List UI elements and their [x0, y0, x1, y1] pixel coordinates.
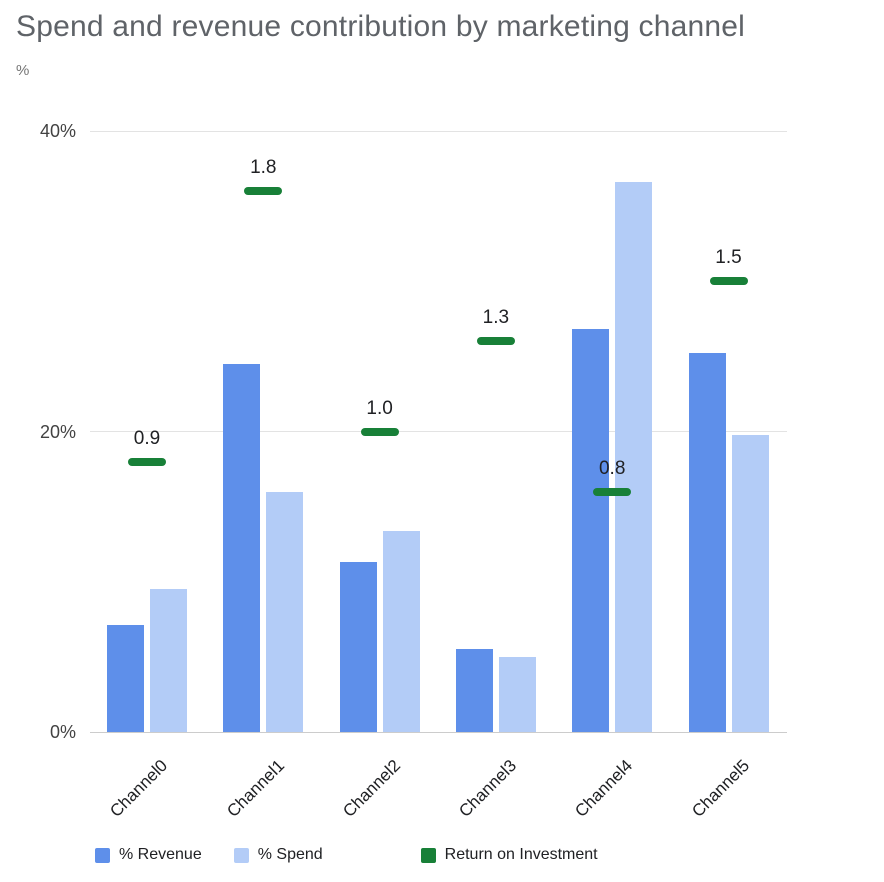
roi-marker-channel2[interactable]	[360, 427, 399, 436]
bar-spend-channel2[interactable]	[382, 530, 420, 732]
roi-marker-channel0[interactable]	[128, 457, 166, 466]
legend: % Revenue % Spend Return on Investment	[95, 846, 598, 864]
roi-marker-channel3[interactable]	[476, 337, 515, 346]
legend-swatch	[420, 847, 436, 863]
legend-item-2[interactable]: Return on Investment	[420, 846, 598, 864]
gridline-40%	[90, 130, 787, 132]
legend-item-0[interactable]: % Revenue	[95, 846, 202, 864]
x-axis-label-channel0: Channel0	[106, 755, 172, 821]
y-axis-unit-label: %	[16, 62, 30, 79]
bar-spend-channel1[interactable]	[266, 491, 304, 732]
bar-revenue-channel3[interactable]	[455, 649, 493, 732]
x-axis-label-channel2: Channel2	[339, 755, 404, 821]
legend-label: Return on Investment	[444, 846, 598, 863]
bar-revenue-channel4[interactable]	[572, 329, 610, 732]
legend-swatch	[233, 847, 249, 863]
bar-spend-channel4[interactable]	[615, 182, 653, 732]
roi-value-label-channel3: 1.3	[482, 307, 510, 329]
roi-marker-channel5[interactable]	[709, 277, 748, 286]
legend-item-1[interactable]: % Spend	[233, 846, 323, 864]
bar-revenue-channel1[interactable]	[223, 363, 261, 732]
gridline-20%	[90, 431, 787, 432]
bar-spend-channel3[interactable]	[498, 656, 536, 732]
legend-swatch	[95, 847, 110, 863]
x-axis-label-channel5: Channel5	[687, 755, 753, 821]
legend-label: % Revenue	[119, 846, 202, 863]
roi-value-label-channel2: 1.0	[366, 397, 393, 419]
chart-title: Spend and revenue contribution by market…	[16, 10, 746, 43]
bar-spend-channel5[interactable]	[731, 434, 769, 732]
bar-spend-channel0[interactable]	[150, 589, 187, 732]
bar-revenue-channel5[interactable]	[688, 353, 726, 732]
roi-marker-channel1[interactable]	[244, 187, 283, 196]
y-axis-tick-label: 20%	[39, 421, 76, 442]
roi-value-label-channel1: 1.8	[250, 157, 277, 179]
x-axis-label-channel4: Channel4	[571, 755, 637, 821]
y-axis-tick-label: 40%	[39, 121, 76, 141]
gridline-0%	[90, 731, 787, 733]
x-axis-label-channel1: Channel1	[222, 755, 288, 821]
bar-revenue-channel0[interactable]	[107, 625, 144, 732]
roi-marker-channel4[interactable]	[593, 487, 632, 496]
roi-value-label-channel5: 1.5	[715, 247, 742, 269]
y-axis-tick-label: 0%	[49, 722, 76, 742]
bar-revenue-channel2[interactable]	[339, 562, 377, 732]
roi-value-label-channel0: 0.9	[133, 427, 161, 449]
legend-label: % Spend	[257, 846, 323, 863]
x-axis-label-channel3: Channel3	[455, 755, 521, 821]
roi-value-label-channel4: 0.8	[598, 457, 626, 479]
